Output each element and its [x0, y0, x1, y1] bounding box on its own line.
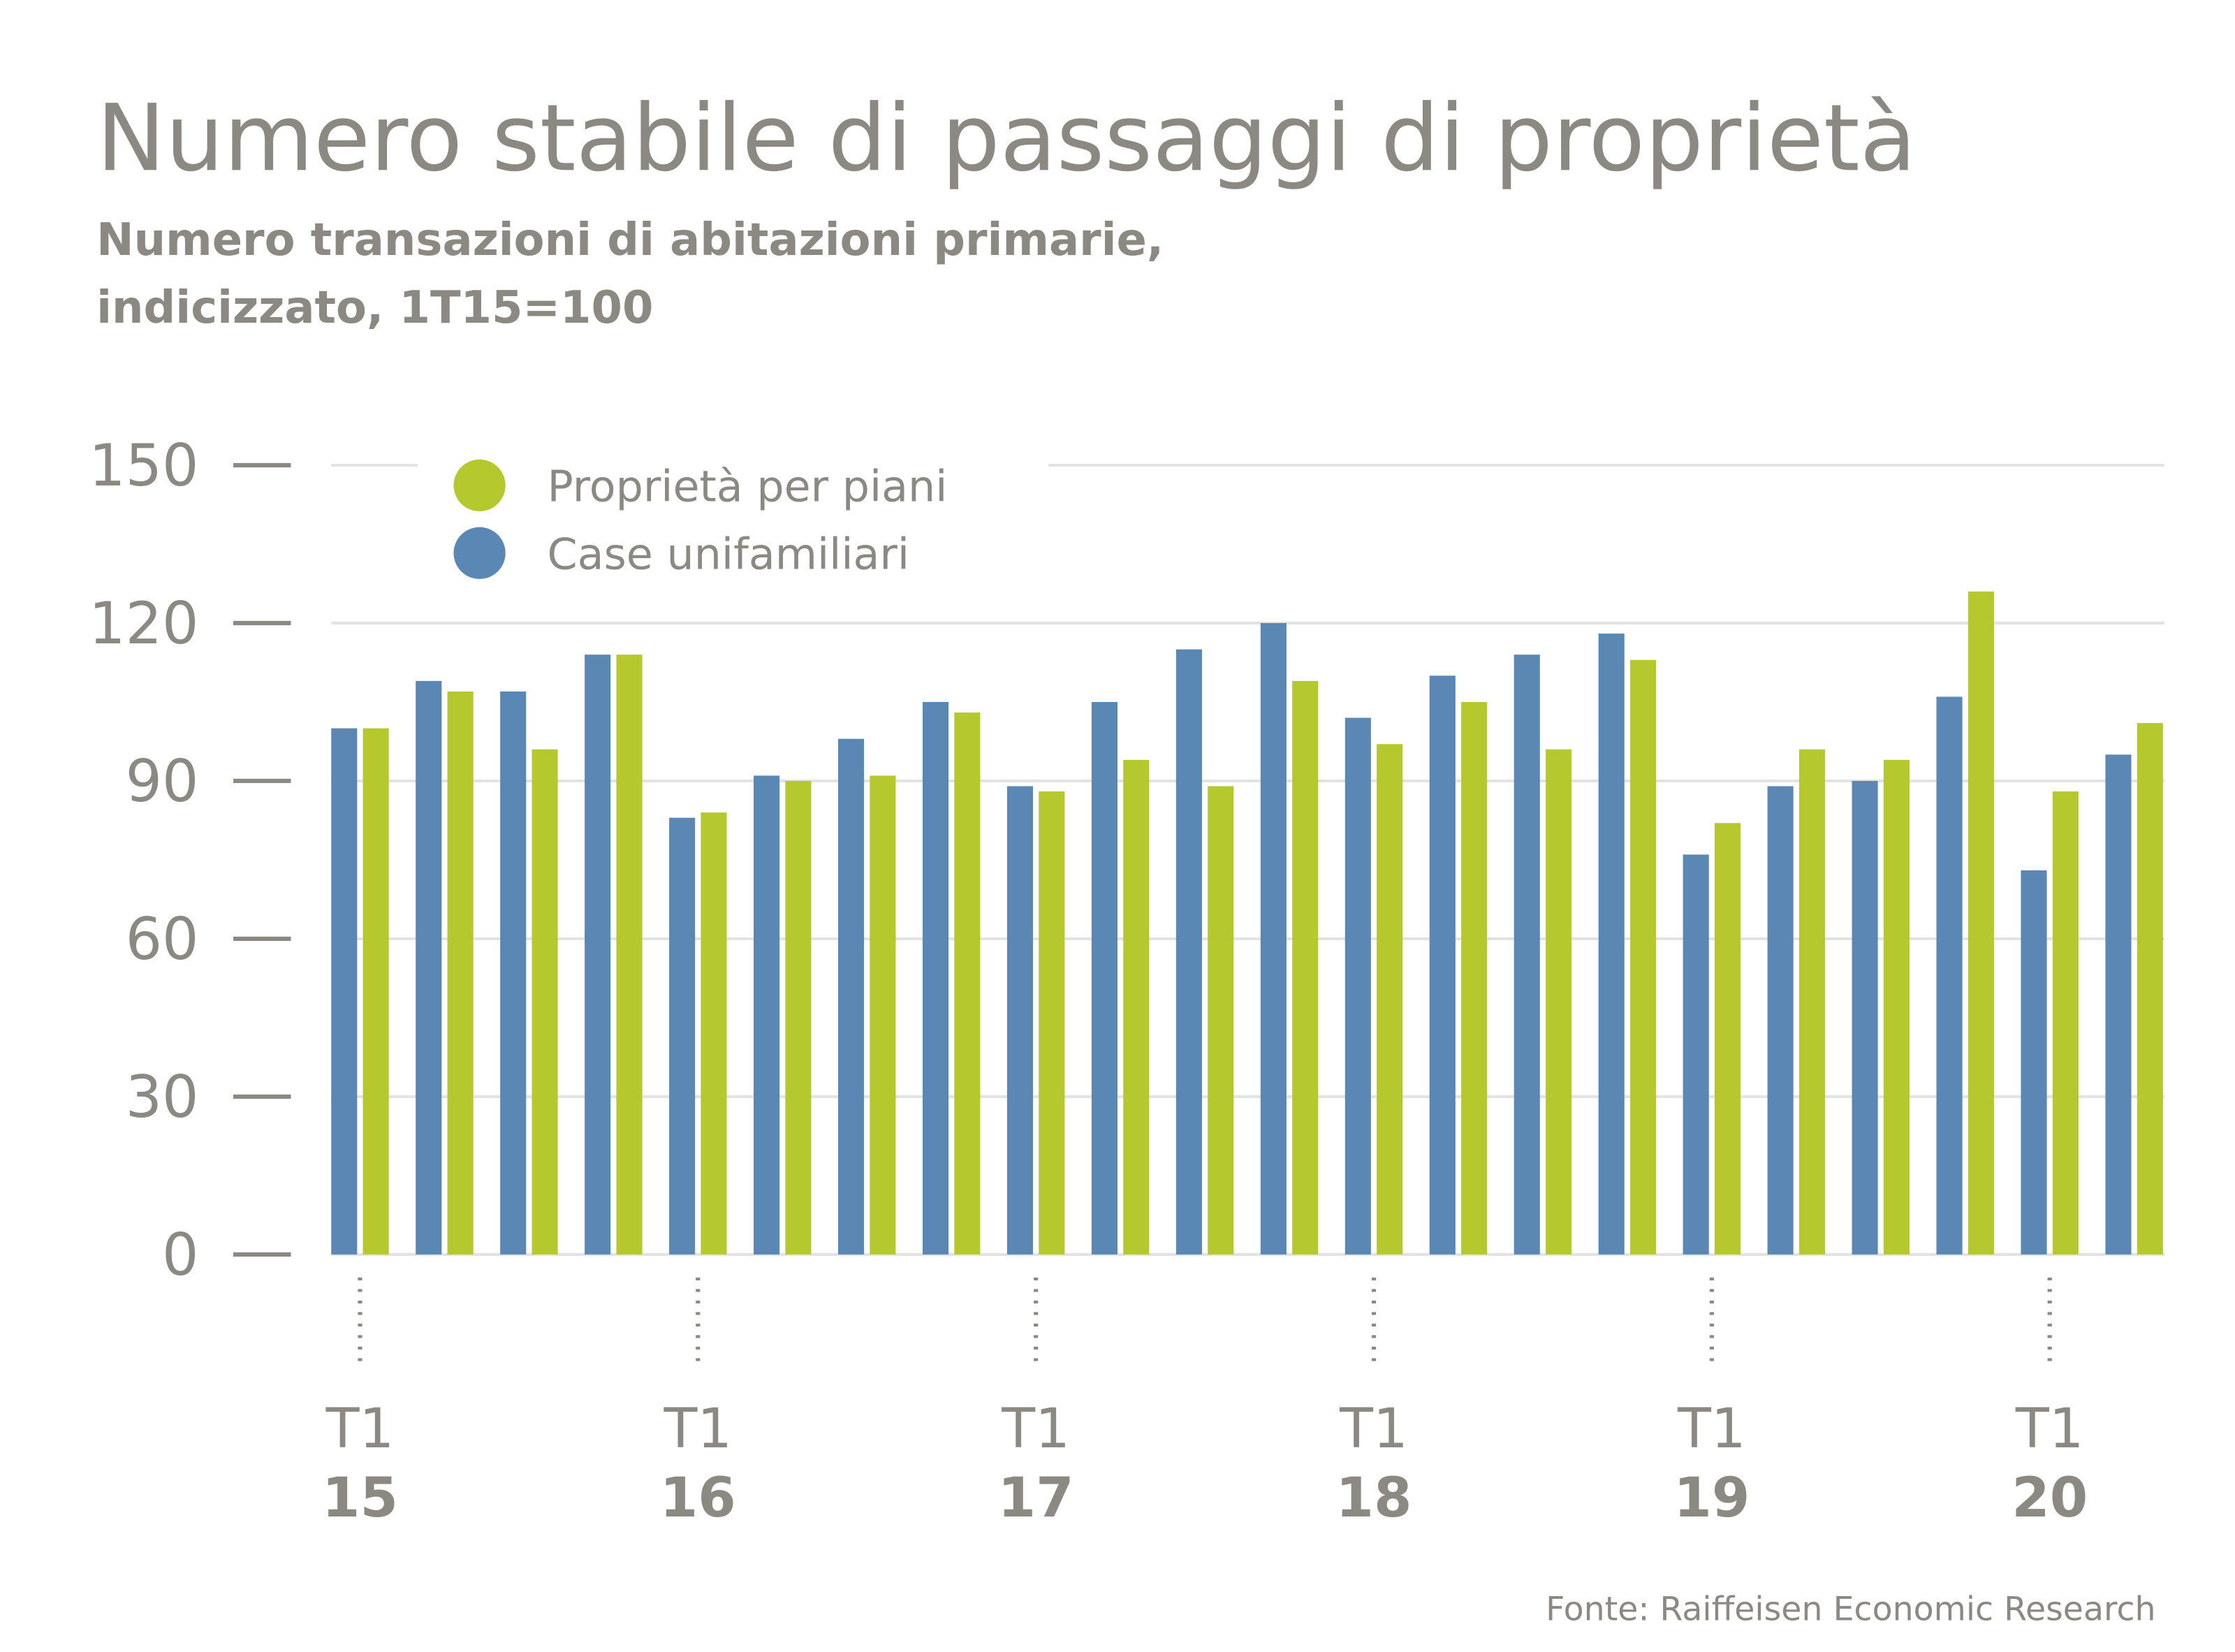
chart-subtitle: Numero transazioni di abitazioni primari…: [96, 214, 1164, 266]
x-tick-year: 16: [660, 1466, 736, 1530]
bar: [1261, 623, 1287, 1255]
legend-swatch: [453, 460, 505, 511]
legend-label: Case unifamiliari: [548, 529, 910, 579]
bar: [1546, 750, 1571, 1255]
bar: [1345, 718, 1371, 1255]
x-tick-label: T1: [1677, 1397, 1746, 1461]
bar: [1092, 702, 1118, 1255]
y-tick-label: 0: [162, 1222, 198, 1289]
bar: [669, 818, 695, 1255]
x-tick-year: 20: [2012, 1466, 2088, 1530]
chart-title: Numero stabile di passaggi di proprietà: [96, 85, 1916, 192]
y-tick-label: 150: [89, 432, 198, 499]
bar: [2105, 754, 2131, 1255]
x-tick-year: 17: [998, 1466, 1074, 1530]
bar: [416, 681, 441, 1255]
bar: [500, 692, 526, 1255]
bar: [1799, 750, 1825, 1255]
bar: [1768, 786, 1794, 1254]
bar: [1968, 592, 1994, 1255]
bar: [2021, 870, 2046, 1255]
bar: [585, 655, 610, 1255]
bar: [1039, 791, 1064, 1255]
bar: [1208, 786, 1233, 1254]
bar: [785, 781, 811, 1255]
x-tick-label: T1: [1339, 1397, 1408, 1461]
bar: [1630, 660, 1656, 1255]
bar: [1430, 675, 1456, 1255]
bar: [1884, 760, 1910, 1255]
bar: [1937, 696, 1963, 1254]
legend-label: Proprietà per piani: [548, 462, 948, 512]
x-tick-label: T1: [2015, 1397, 2084, 1461]
x-tick-year: 18: [1335, 1466, 1412, 1530]
bar: [448, 692, 474, 1255]
bar: [363, 729, 389, 1255]
x-tick-year: 15: [322, 1466, 398, 1530]
legend-swatch: [453, 527, 505, 579]
y-tick-label: 90: [126, 748, 199, 815]
chart-subtitle: indicizzato, 1T15=100: [96, 282, 653, 334]
x-tick-label: T1: [1001, 1397, 1070, 1461]
bar: [838, 739, 864, 1255]
bar: [754, 775, 779, 1254]
y-tick-label: 120: [89, 590, 198, 657]
bar: [532, 750, 558, 1255]
bar: [1514, 655, 1540, 1255]
bar: [1007, 786, 1033, 1254]
bar: [1461, 702, 1487, 1255]
bar: [1377, 744, 1402, 1255]
x-tick-label: T1: [325, 1397, 395, 1461]
bar: [954, 712, 980, 1255]
bar: [1852, 781, 1878, 1255]
bar: [1123, 760, 1149, 1255]
source-note: Fonte: Raiffeisen Economic Research: [1546, 1591, 2156, 1629]
bar: [1715, 823, 1741, 1255]
bar: [616, 655, 642, 1255]
y-tick-label: 30: [126, 1064, 199, 1131]
bar: [701, 812, 726, 1255]
bar: [1176, 650, 1202, 1255]
bar: [331, 729, 357, 1255]
x-tick-label: T1: [663, 1397, 732, 1461]
bar: [1599, 634, 1625, 1255]
y-tick-label: 60: [126, 906, 199, 973]
bar: [1292, 681, 1318, 1255]
bar: [2053, 791, 2079, 1255]
bar: [1683, 854, 1709, 1254]
bar: [2137, 723, 2163, 1255]
bar: [923, 702, 948, 1255]
bar: [870, 775, 895, 1254]
x-tick-year: 19: [1673, 1466, 1750, 1530]
